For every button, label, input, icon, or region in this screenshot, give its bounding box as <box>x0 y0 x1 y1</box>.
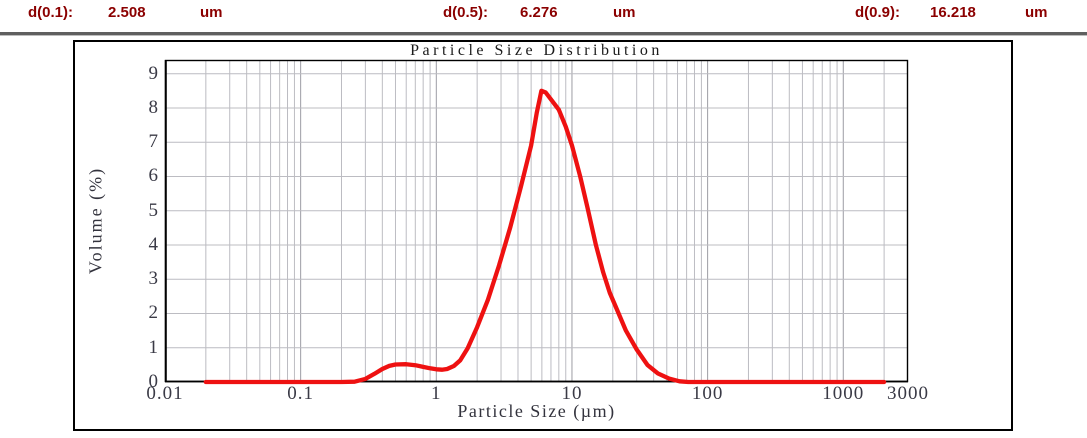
y-tick-label: 6 <box>148 165 159 187</box>
header-divider-line <box>0 32 1087 36</box>
plot-svg <box>164 59 909 385</box>
x-tick-label: 1 <box>431 383 442 404</box>
chart-title: Particle Size Distribution <box>410 42 663 59</box>
d10-value: 2.508 <box>108 4 146 21</box>
y-tick-label: 3 <box>148 268 159 290</box>
distribution-curve <box>203 88 887 385</box>
d90-value: 16.218 <box>930 4 976 21</box>
x-tick-label: 1000 <box>822 383 865 404</box>
y-tick-label: 4 <box>148 233 159 255</box>
d10-unit: um <box>200 4 223 21</box>
d10-label: d(0.1): <box>28 4 73 21</box>
d50-unit: um <box>613 4 636 21</box>
x-tick-label: 3000 <box>887 383 929 404</box>
y-tick-label: 5 <box>148 199 159 221</box>
y-tick-label: 2 <box>148 302 159 324</box>
x-axis-title: Particle Size (µm) <box>457 401 616 421</box>
y-tick-label: 7 <box>148 131 159 153</box>
d90-unit: um <box>1025 4 1048 21</box>
y-tick-label: 0 <box>148 371 159 392</box>
d90-label: d(0.9): <box>855 4 900 21</box>
x-tick-label: 0.01 <box>146 383 184 404</box>
x-tick-label: 0.1 <box>287 383 315 404</box>
y-tick-label: 9 <box>148 62 159 84</box>
y-axis-title: Volume (%) <box>85 166 106 275</box>
d50-value: 6.276 <box>520 4 558 21</box>
x-tick-label: 100 <box>691 383 724 404</box>
d50-label: d(0.5): <box>443 4 488 21</box>
x-tick-label: 10 <box>561 383 583 404</box>
y-tick-label: 8 <box>148 96 159 118</box>
y-tick-label: 1 <box>148 336 159 358</box>
